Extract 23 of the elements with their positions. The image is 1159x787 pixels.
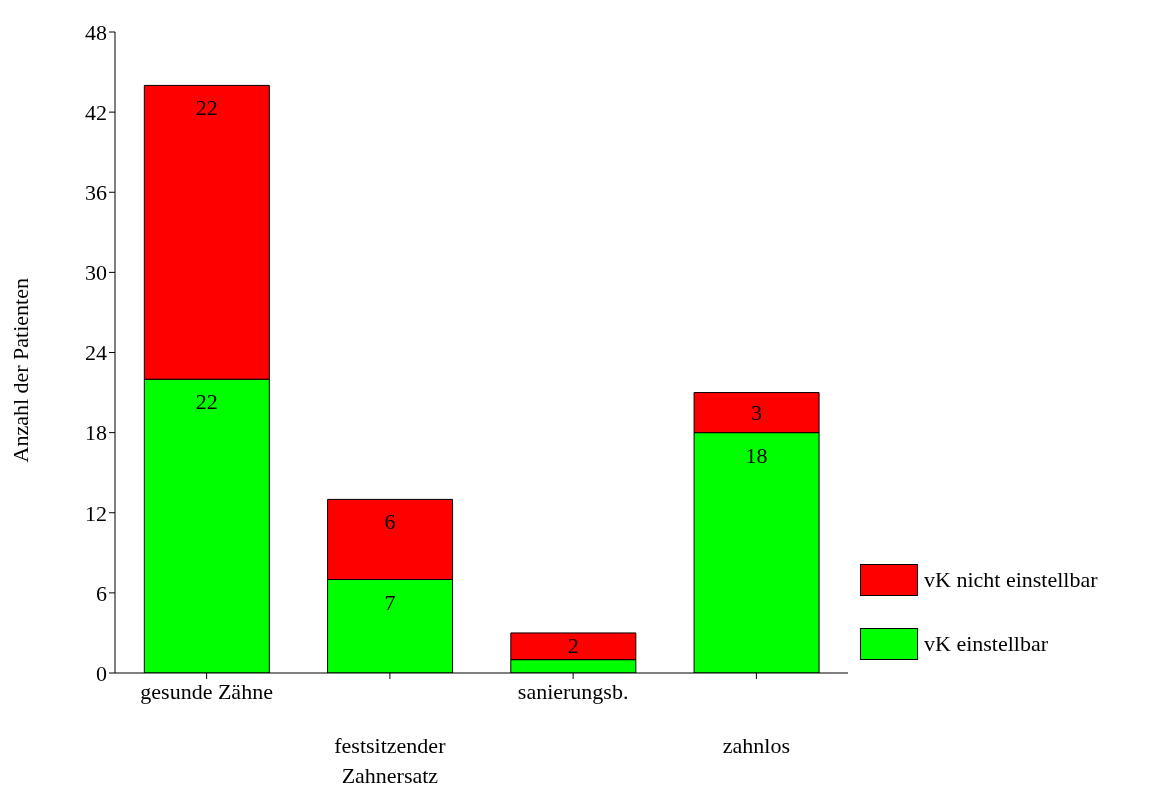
- y-tick-label: 18: [85, 420, 107, 446]
- x-tick-label: festsitzender Zahnersatz: [334, 733, 447, 787]
- y-tick-label: 12: [85, 500, 107, 526]
- y-tick-label: 48: [85, 19, 107, 45]
- x-tick-label: zahnlos: [722, 733, 790, 758]
- y-axis-title: Anzahl der Patienten: [7, 278, 33, 463]
- x-tick-label: gesunde Zähne: [140, 679, 273, 704]
- x-tick-label: sanierungsb.: [517, 679, 629, 704]
- data-label: 2: [567, 633, 579, 659]
- y-tick-label: 30: [85, 260, 107, 286]
- legend-label: vK nicht einstellbar: [924, 567, 1098, 593]
- y-tick-label: 6: [96, 580, 107, 606]
- data-label: 6: [384, 509, 396, 535]
- y-tick-label: 42: [85, 99, 107, 125]
- legend-label: vK einstellbar: [924, 631, 1049, 657]
- data-label: 3: [751, 399, 763, 425]
- data-label: 18: [745, 442, 768, 468]
- y-tick-label: 0: [96, 660, 107, 686]
- y-tick-label: 24: [85, 340, 107, 366]
- data-label: 22: [195, 95, 218, 121]
- data-label: 7: [384, 589, 396, 615]
- y-tick-label: 36: [85, 180, 107, 206]
- data-label: 22: [195, 389, 218, 415]
